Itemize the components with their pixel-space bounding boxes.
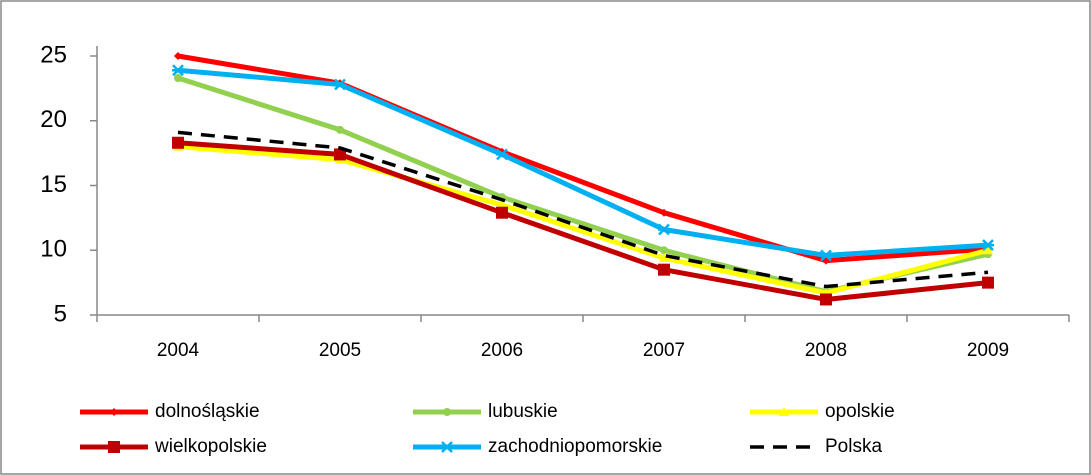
series-line (177, 130, 989, 289)
marker (982, 239, 994, 251)
marker (172, 64, 184, 77)
marker (658, 263, 670, 276)
x-tick-label: 2008 (805, 340, 847, 361)
x-tick-label: 2009 (967, 340, 1009, 361)
legend-label: zachodniopomorskie (488, 436, 662, 457)
x-tick-label: 2005 (319, 340, 361, 361)
y-tick-label: 25 (40, 41, 67, 68)
y-tick-label: 10 (40, 236, 67, 263)
marker (174, 52, 182, 60)
y-tick-label: 20 (40, 106, 67, 133)
x-tick-label: 2006 (481, 340, 523, 361)
marker (779, 407, 789, 416)
marker (982, 276, 994, 289)
legend-label: wielkopolskie (154, 436, 267, 457)
y-tick-label: 15 (40, 171, 67, 198)
marker (108, 441, 120, 453)
marker (496, 148, 508, 161)
marker (660, 208, 668, 217)
marker (660, 246, 668, 255)
series-line (177, 140, 989, 302)
marker (336, 125, 344, 134)
series-line (177, 67, 989, 258)
x-tick-label: 2004 (157, 340, 200, 361)
marker (497, 199, 507, 209)
marker (820, 249, 832, 262)
marker (820, 293, 832, 306)
y-tick-label: 5 (54, 300, 67, 327)
marker (172, 136, 184, 149)
marker (496, 206, 508, 219)
marker (983, 245, 993, 255)
marker (334, 78, 346, 91)
marker (110, 408, 118, 416)
marker (443, 408, 451, 416)
legend-label: opolskie (825, 401, 895, 422)
marker (659, 253, 669, 263)
marker (174, 74, 182, 83)
marker (441, 441, 453, 453)
legend-label: dolnośląskie (155, 401, 260, 422)
legend-label: lubuskie (488, 401, 558, 422)
legend-label: Polska (825, 436, 882, 457)
series-line (177, 53, 989, 264)
x-tick-label: 2007 (643, 340, 685, 361)
marker (334, 148, 346, 161)
marker (658, 223, 670, 236)
